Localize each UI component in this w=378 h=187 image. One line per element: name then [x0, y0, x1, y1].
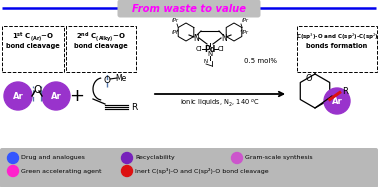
FancyBboxPatch shape	[297, 26, 377, 72]
Text: ionic liquids, N$_2$, 140 $^o$C: ionic liquids, N$_2$, 140 $^o$C	[180, 97, 260, 109]
Text: Cl: Cl	[196, 46, 202, 52]
Text: Ar: Ar	[12, 91, 23, 100]
FancyBboxPatch shape	[118, 0, 260, 18]
Text: Ar: Ar	[332, 96, 342, 105]
Circle shape	[8, 165, 19, 177]
Circle shape	[4, 82, 32, 110]
Text: O: O	[104, 76, 110, 85]
Text: Pd: Pd	[204, 45, 215, 53]
Text: +: +	[70, 87, 85, 105]
Circle shape	[324, 88, 350, 114]
Text: Green accelerating agent: Green accelerating agent	[21, 168, 102, 174]
Text: N: N	[193, 33, 199, 42]
Text: O: O	[306, 74, 312, 83]
Text: R: R	[342, 87, 348, 96]
Text: From waste to value: From waste to value	[132, 4, 246, 13]
Circle shape	[121, 165, 133, 177]
Text: Inert C(sp³)-O and C(sp²)-O bond cleavage: Inert C(sp³)-O and C(sp²)-O bond cleavag…	[135, 168, 269, 174]
FancyBboxPatch shape	[66, 26, 136, 72]
Text: bond cleavage: bond cleavage	[74, 43, 128, 49]
Text: N: N	[221, 33, 227, 42]
FancyBboxPatch shape	[0, 148, 378, 187]
Text: Ar: Ar	[51, 91, 61, 100]
Text: R: R	[131, 102, 137, 111]
FancyBboxPatch shape	[2, 26, 64, 72]
Text: $\mathbf{1^{st}}$ $\mathbf{C_{(Ar)}}$$\mathbf{-O}$: $\mathbf{1^{st}}$ $\mathbf{C_{(Ar)}}$$\m…	[12, 30, 54, 44]
Text: Drug and analogues: Drug and analogues	[21, 156, 85, 160]
Text: Gram-scale synthesis: Gram-scale synthesis	[245, 156, 313, 160]
Text: N: N	[208, 51, 212, 57]
Text: Recyclability: Recyclability	[135, 156, 175, 160]
Text: $i$Pr: $i$Pr	[240, 28, 249, 36]
Text: bonds formation: bonds formation	[307, 43, 368, 49]
Text: bond cleavage: bond cleavage	[6, 43, 60, 49]
Text: 0.5 mol%: 0.5 mol%	[244, 58, 277, 64]
Text: C(sp$^3$)-O and C(sp$^2$)-C(sp$^2$): C(sp$^3$)-O and C(sp$^2$)-C(sp$^2$)	[296, 32, 378, 42]
Text: Me: Me	[115, 73, 127, 82]
Text: $i$Pr: $i$Pr	[170, 16, 180, 24]
Circle shape	[42, 82, 70, 110]
Circle shape	[121, 153, 133, 163]
Text: O: O	[33, 85, 41, 95]
Text: $i$Pr: $i$Pr	[240, 16, 249, 24]
Text: Cl: Cl	[218, 46, 225, 52]
Text: $i$Pr: $i$Pr	[170, 28, 180, 36]
Text: N: N	[204, 59, 208, 64]
Circle shape	[8, 153, 19, 163]
Circle shape	[231, 153, 243, 163]
Text: $\mathbf{2^{nd}}$ $\mathbf{C_{(Alky)}}$$\mathbf{-O}$: $\mathbf{2^{nd}}$ $\mathbf{C_{(Alky)}}$$…	[76, 30, 126, 44]
